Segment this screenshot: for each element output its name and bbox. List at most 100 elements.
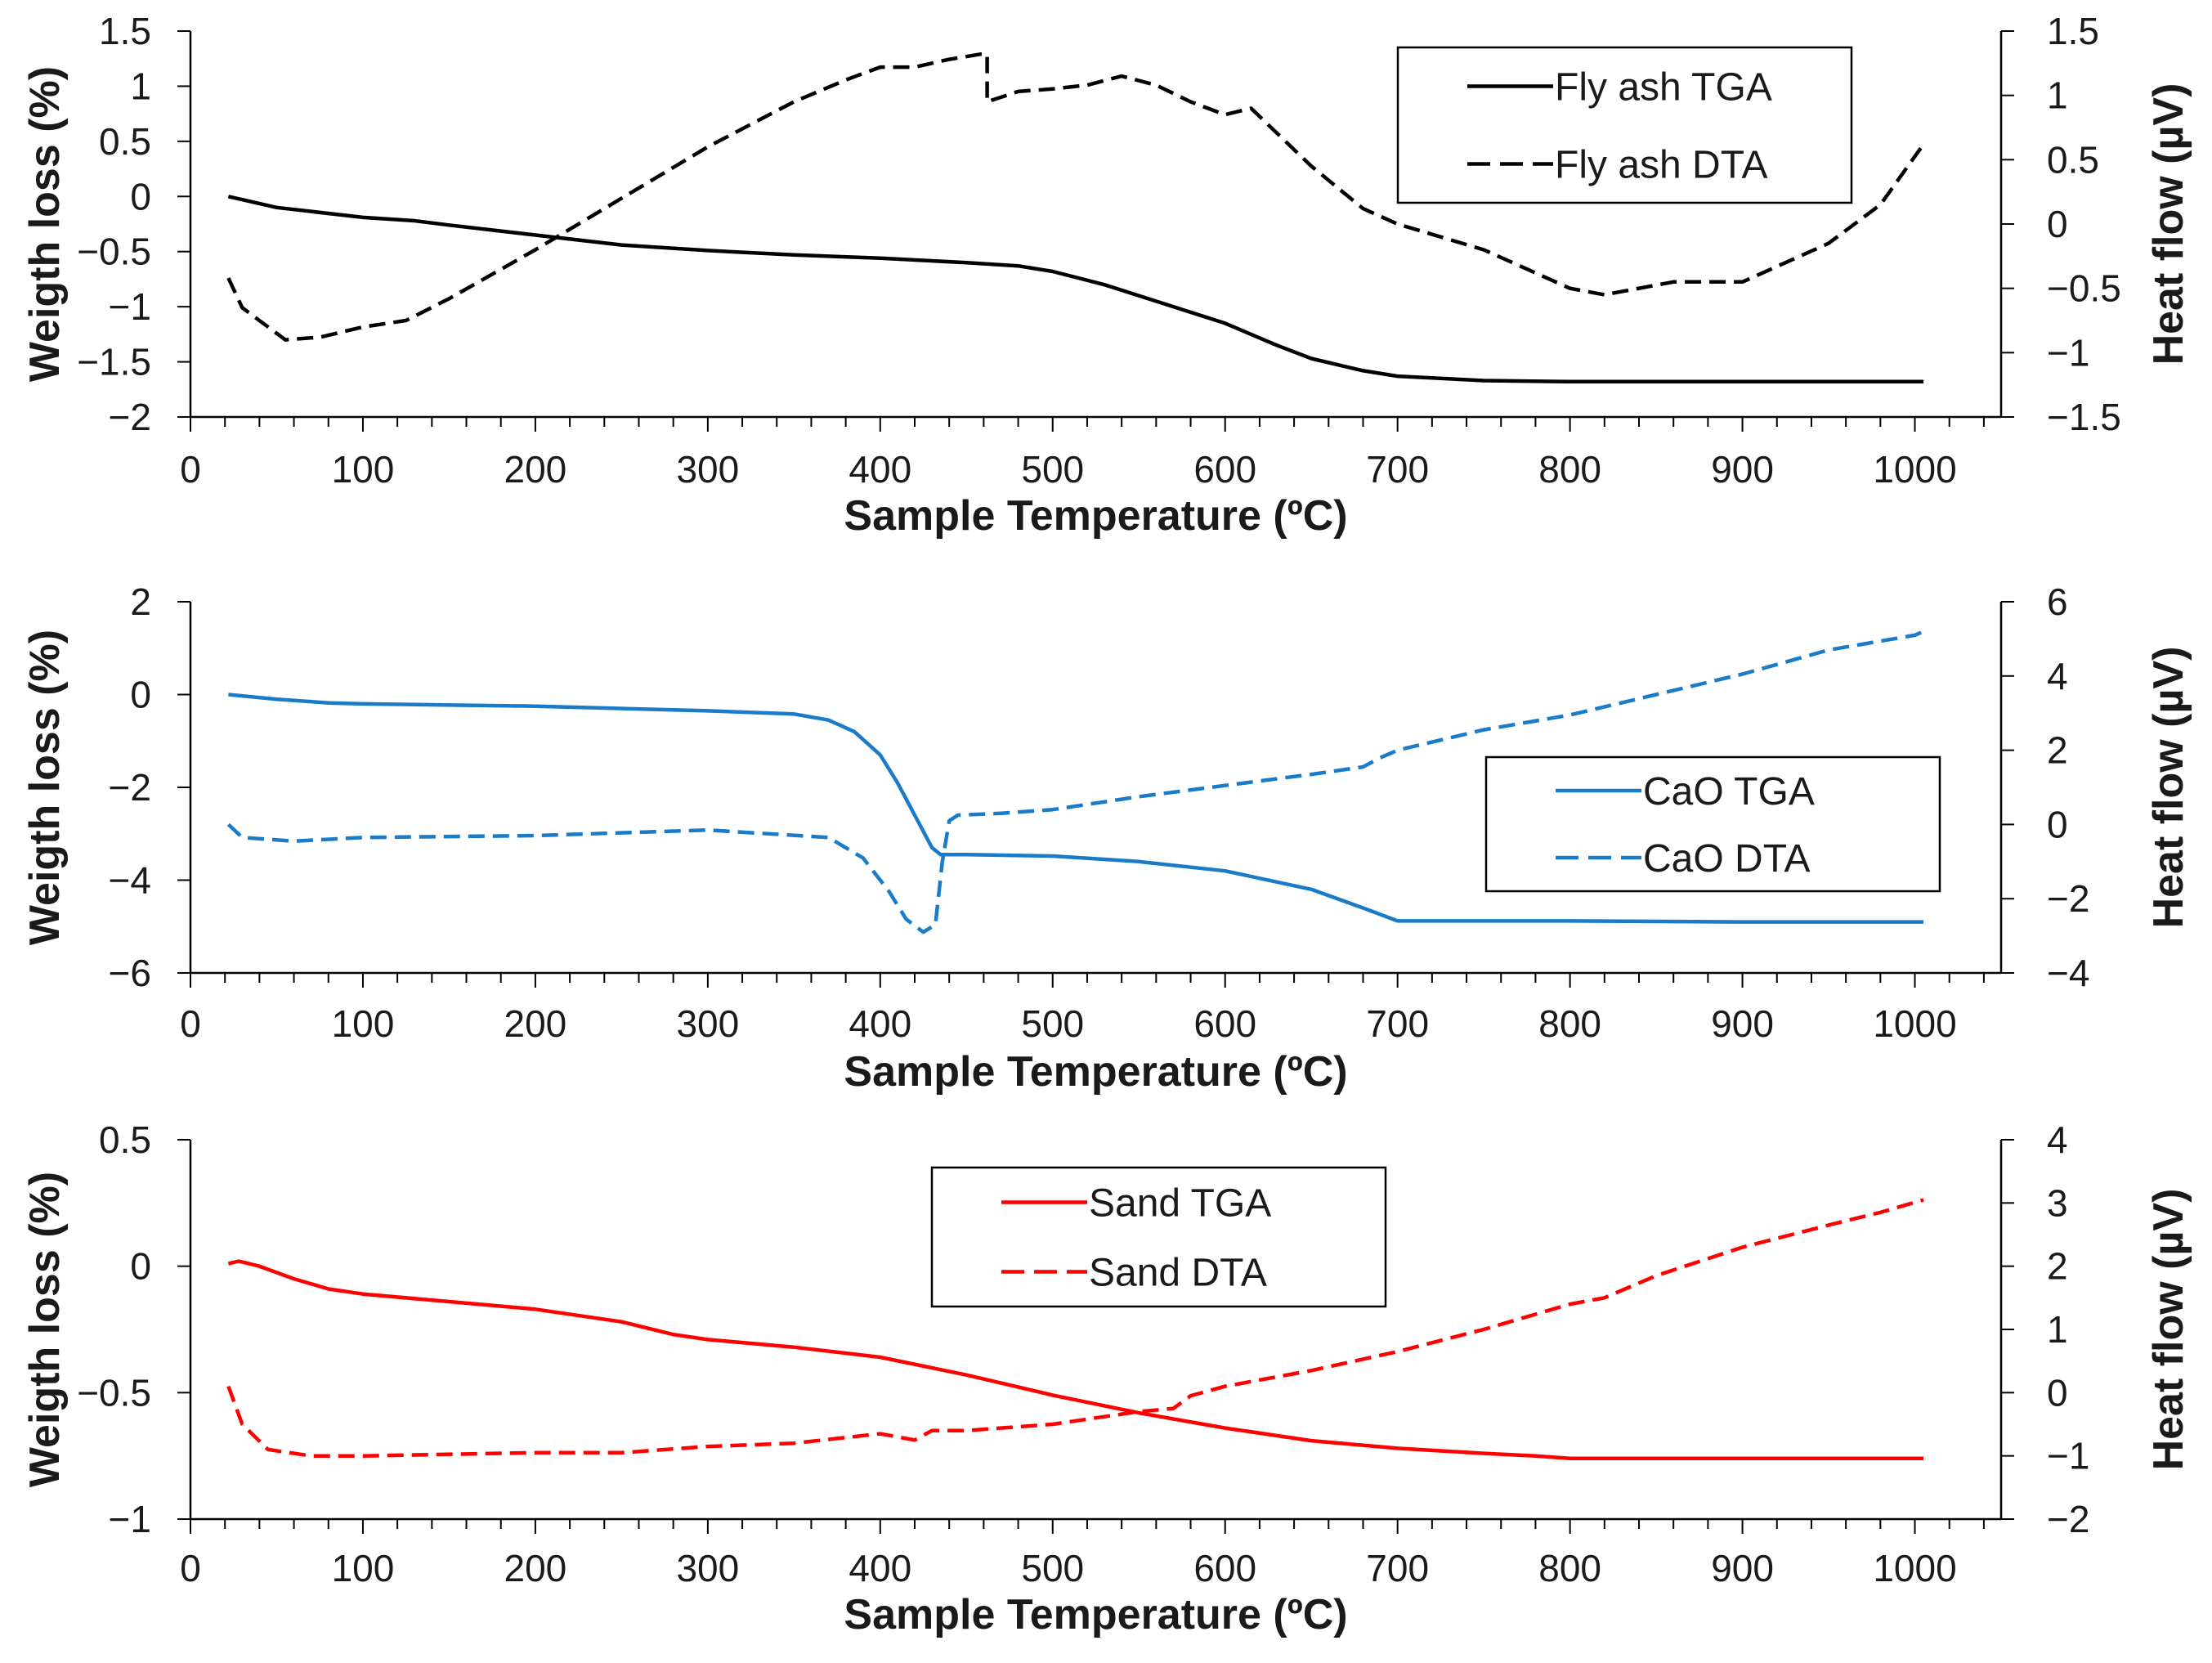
x-tick-label: 900 bbox=[1711, 1547, 1774, 1589]
x-tick-label: 700 bbox=[1366, 1547, 1429, 1589]
y2-tick-label: 4 bbox=[2047, 1118, 2068, 1161]
y-tick-label: −1 bbox=[109, 285, 151, 328]
y-tick-label: −2 bbox=[109, 766, 151, 809]
y2-tick-label: 1 bbox=[2047, 1308, 2068, 1351]
y2-tick-label: 0 bbox=[2047, 1371, 2068, 1414]
legend-label: Sand TGA bbox=[1089, 1182, 1271, 1226]
chart-panel-1: 0 100 200 300 400 500 600 700 800 900 1000−2−1.5−1… bbox=[21, 10, 2192, 540]
x-tick-label: 400 bbox=[849, 1002, 911, 1045]
y2-axis-title: Heat flow (µV) bbox=[2145, 1189, 2192, 1471]
series-line-sand-tga bbox=[227, 1259, 1924, 1461]
series-line-cao-tga bbox=[228, 693, 1924, 924]
y-axis-title: Weigth loss (%) bbox=[21, 66, 69, 382]
y-tick-label: −1 bbox=[109, 1498, 151, 1540]
series-line-sand-dta bbox=[226, 1198, 1924, 1458]
x-tick-label: 0 bbox=[180, 1547, 201, 1589]
y-axis-title: Weigth loss (%) bbox=[21, 630, 69, 945]
y2-tick-label: 2 bbox=[2047, 1245, 2068, 1288]
x-tick-label: 400 bbox=[849, 448, 911, 491]
y2-tick-label: 6 bbox=[2047, 580, 2068, 623]
y2-tick-label: −1.5 bbox=[2047, 396, 2121, 438]
x-tick-label: 0 bbox=[180, 1002, 201, 1045]
y2-axis-title: Heat flow (µV) bbox=[2145, 83, 2192, 365]
x-tick-label: 300 bbox=[676, 448, 739, 491]
legend-label: Fly ash DTA bbox=[1555, 144, 1767, 187]
x-tick-label: 900 bbox=[1711, 1002, 1774, 1045]
x-tick-label: 600 bbox=[1193, 1547, 1256, 1589]
x-axis-title: Sample Temperature (ºC) bbox=[844, 492, 1347, 540]
x-tick-label: 800 bbox=[1538, 1547, 1601, 1589]
x-tick-label: 500 bbox=[1021, 1547, 1084, 1589]
x-tick-label: 200 bbox=[504, 1002, 567, 1045]
y-tick-label: 0 bbox=[130, 674, 151, 716]
y-tick-label: 1.5 bbox=[99, 10, 151, 52]
x-tick-label: 700 bbox=[1366, 448, 1429, 491]
y2-tick-label: −0.5 bbox=[2047, 267, 2121, 310]
x-axis-title: Sample Temperature (ºC) bbox=[844, 1048, 1347, 1096]
x-tick-label: 400 bbox=[849, 1547, 911, 1589]
y-tick-label: −0.5 bbox=[77, 1371, 151, 1414]
x-tick-label: 100 bbox=[332, 1547, 395, 1589]
y2-tick-label: 1.5 bbox=[2047, 10, 2099, 52]
y-axis-title: Weigth loss (%) bbox=[21, 1172, 69, 1487]
y2-tick-label: 0 bbox=[2047, 803, 2068, 845]
x-tick-label: 300 bbox=[676, 1002, 739, 1045]
y-tick-label: −6 bbox=[109, 952, 151, 994]
y-tick-label: −0.5 bbox=[77, 231, 151, 273]
legend-box bbox=[930, 1166, 1387, 1308]
x-tick-label: 100 bbox=[332, 1002, 395, 1045]
x-tick-label: 200 bbox=[504, 448, 567, 491]
x-tick-label: 600 bbox=[1193, 448, 1256, 491]
y2-tick-label: 4 bbox=[2047, 655, 2068, 697]
y2-tick-label: −4 bbox=[2047, 952, 2089, 994]
x-tick-label: 1000 bbox=[1873, 1547, 1956, 1589]
x-tick-label: 900 bbox=[1711, 448, 1774, 491]
y-tick-label: 0 bbox=[130, 175, 151, 217]
y2-tick-label: 0 bbox=[2047, 203, 2068, 245]
y2-tick-label: 1 bbox=[2047, 74, 2068, 117]
x-tick-label: 1000 bbox=[1873, 1002, 1956, 1045]
y-tick-label: −2 bbox=[109, 396, 151, 438]
y2-axis-title: Heat flow (µV) bbox=[2145, 647, 2192, 929]
y-tick-label: 0 bbox=[130, 1245, 151, 1288]
x-tick-label: 0 bbox=[180, 448, 201, 491]
y-tick-label: 1 bbox=[130, 65, 151, 107]
y2-tick-label: 2 bbox=[2047, 729, 2068, 772]
y2-tick-label: −1 bbox=[2047, 331, 2089, 374]
x-tick-label: 1000 bbox=[1873, 448, 1956, 491]
legend: Sand TGA Sand DTA bbox=[930, 1166, 1387, 1308]
x-tick-label: 100 bbox=[332, 448, 395, 491]
y-tick-label: −4 bbox=[109, 859, 151, 902]
series-line-fly-ash-dta bbox=[226, 52, 1925, 342]
x-axis-title: Sample Temperature (ºC) bbox=[844, 1591, 1347, 1638]
x-tick-label: 300 bbox=[676, 1547, 739, 1589]
x-tick-label: 500 bbox=[1021, 1002, 1084, 1045]
y2-tick-label: −2 bbox=[2047, 1498, 2089, 1540]
x-tick-label: 800 bbox=[1538, 1002, 1601, 1045]
legend-label: CaO TGA bbox=[1643, 770, 1815, 814]
y2-tick-label: −1 bbox=[2047, 1435, 2089, 1477]
legend: CaO TGA CaO DTA bbox=[1484, 755, 1941, 893]
legend-label: Sand DTA bbox=[1089, 1252, 1267, 1295]
series-line-cao-dta bbox=[226, 630, 1924, 935]
y2-tick-label: 0.5 bbox=[2047, 138, 2099, 181]
x-tick-label: 700 bbox=[1366, 1002, 1429, 1045]
y2-tick-label: 3 bbox=[2047, 1181, 2068, 1224]
y2-tick-label: −2 bbox=[2047, 877, 2089, 920]
y-tick-label: −1.5 bbox=[77, 341, 151, 383]
chart-panel-3: 0 100 200 300 400 500 600 700 800 900 1000 −1 −0.5 0 0… bbox=[21, 1118, 2192, 1638]
legend: Fly ash TGA Fly ash DTA bbox=[1396, 46, 1853, 204]
x-tick-label: 600 bbox=[1193, 1002, 1256, 1045]
y-tick-label: 2 bbox=[130, 580, 151, 623]
series-line-fly-ash-tga bbox=[227, 195, 1924, 384]
legend-label: CaO DTA bbox=[1643, 837, 1810, 881]
x-tick-label: 200 bbox=[504, 1547, 567, 1589]
y-tick-label: 0.5 bbox=[99, 120, 151, 163]
legend-box bbox=[1484, 755, 1941, 893]
x-tick-label: 800 bbox=[1538, 448, 1601, 491]
x-tick-label: 500 bbox=[1021, 448, 1084, 491]
chart-panel-2: 0 100 200 300 400 500 600 700 800 900 1000 −6 −4 −2 0 2… bbox=[21, 580, 2192, 1096]
legend-label: Fly ash TGA bbox=[1555, 66, 1772, 110]
legend-box bbox=[1396, 46, 1853, 204]
